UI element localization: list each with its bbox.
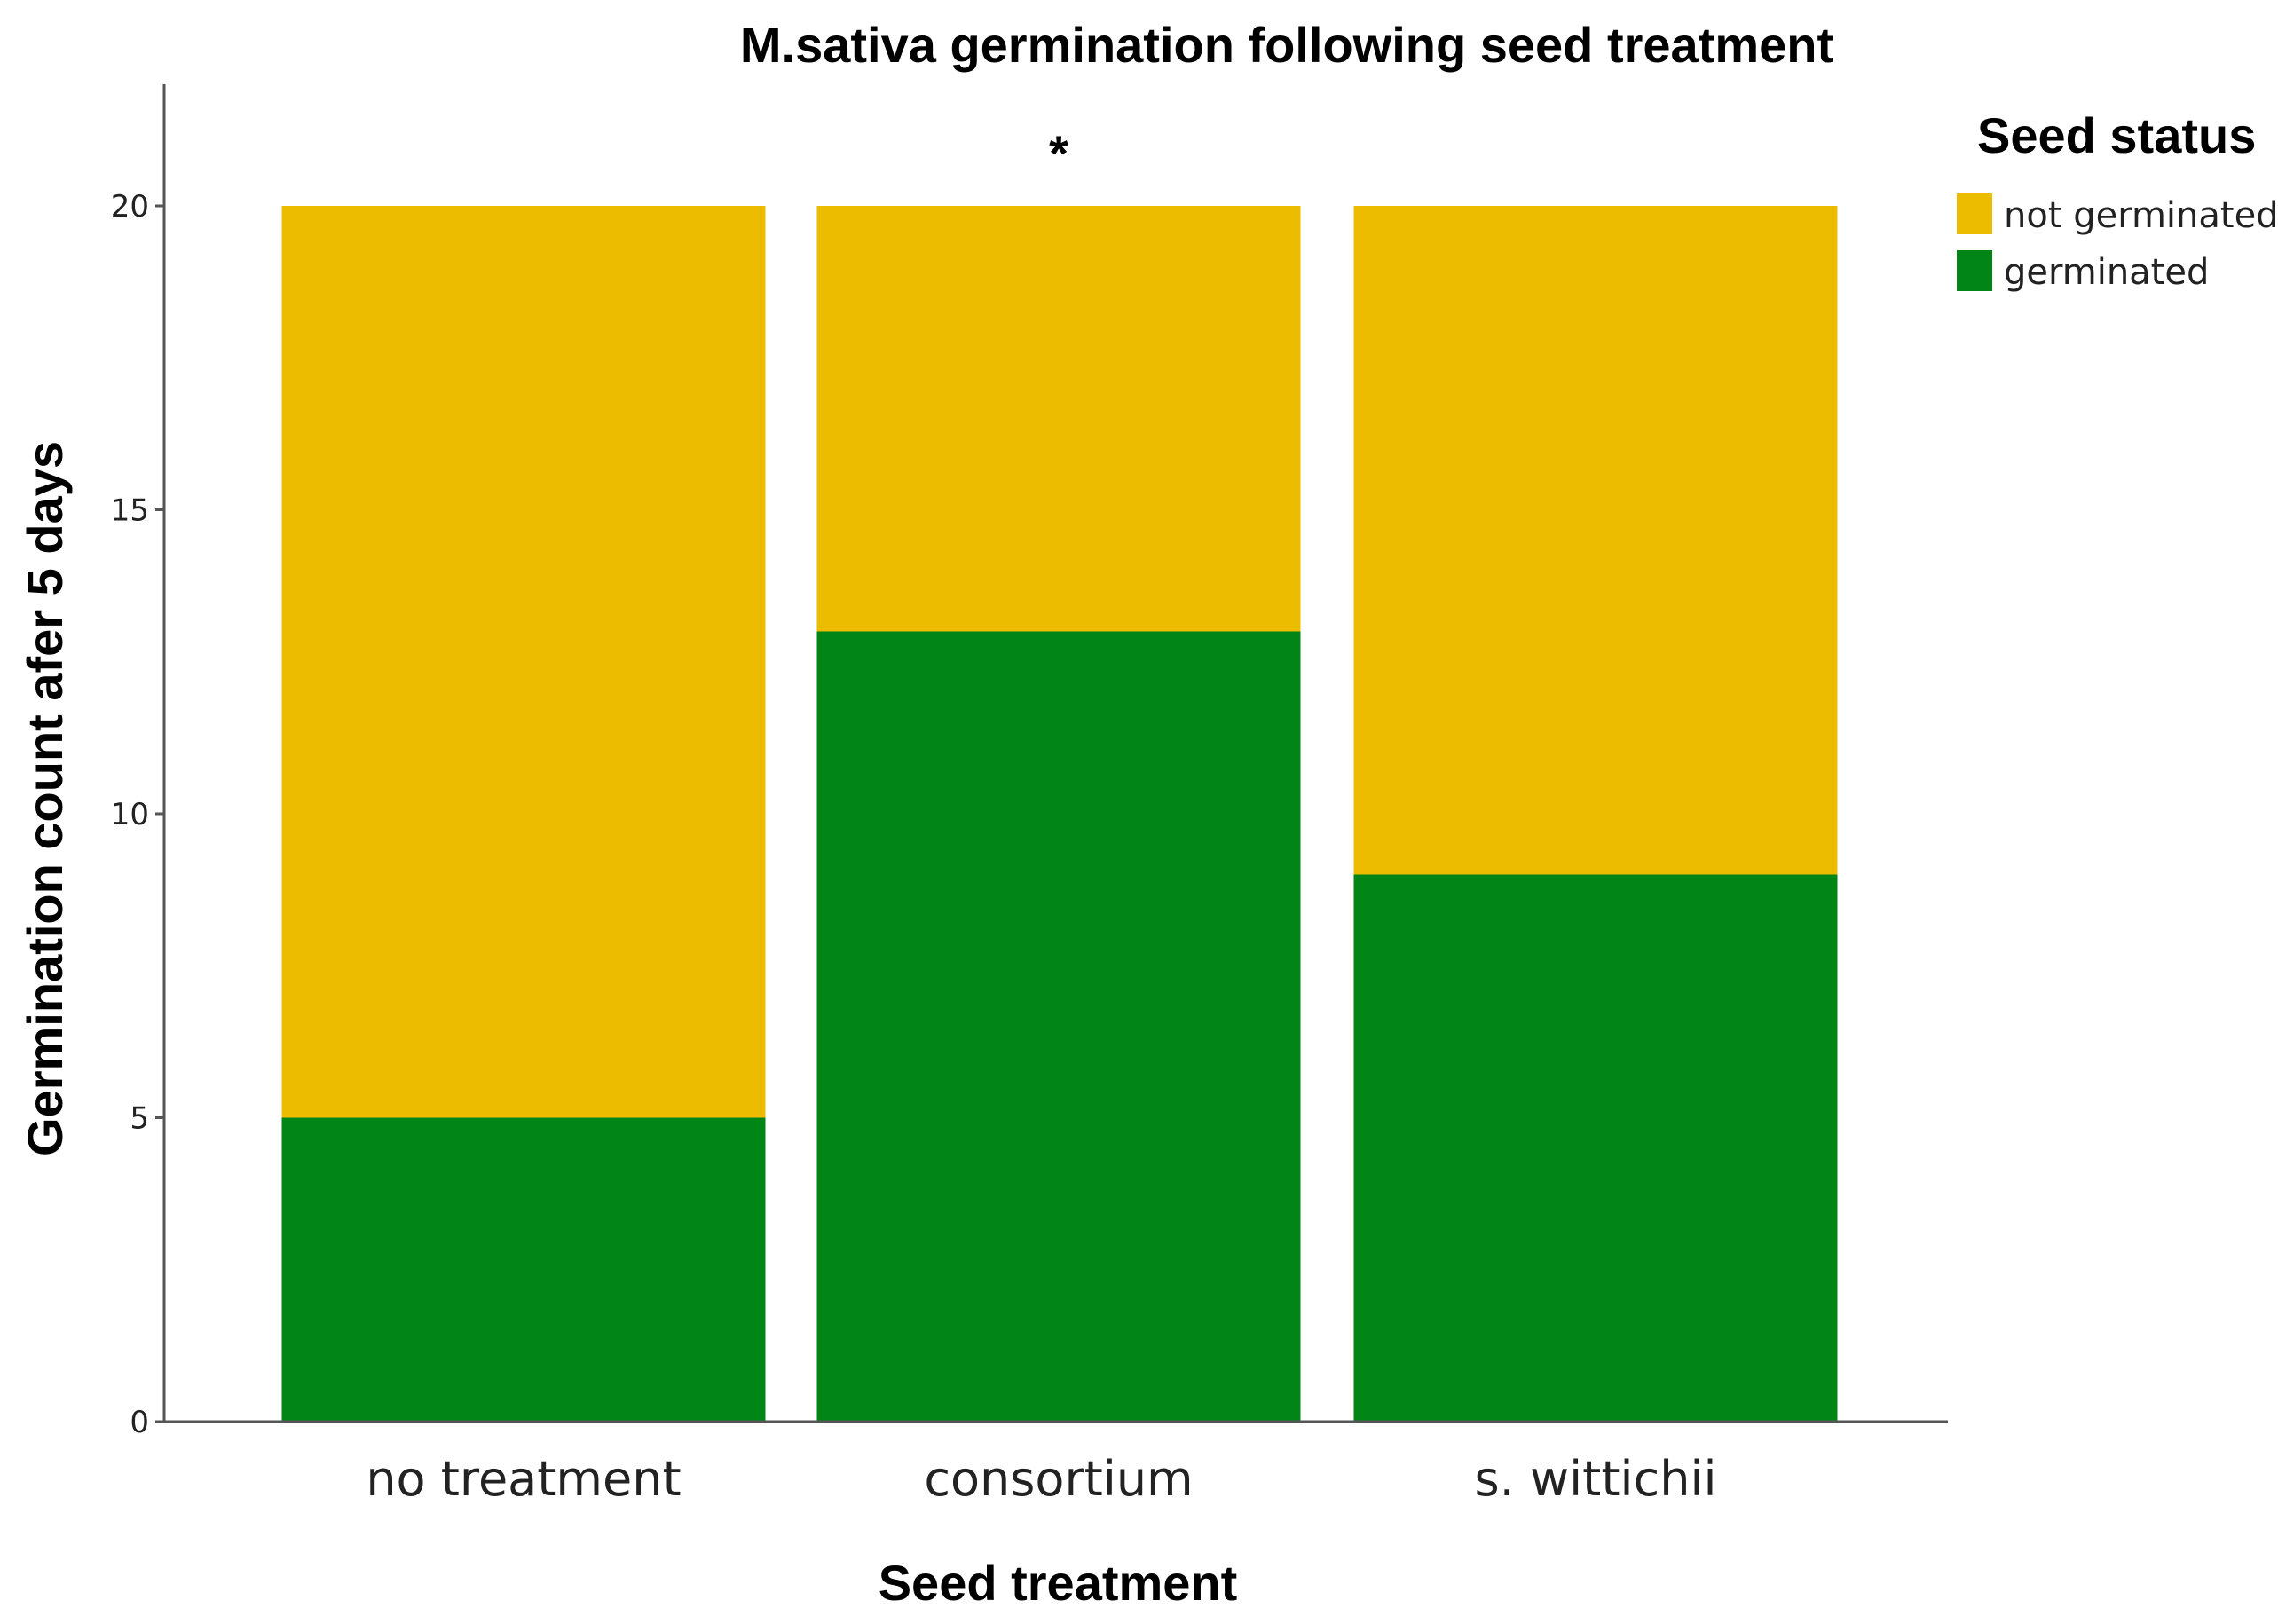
y-tick-label: 0 <box>130 1405 149 1440</box>
x-categories: no treatment consortium s. wittichii <box>366 1451 1716 1507</box>
legend-swatch-germinated <box>1957 250 1992 291</box>
significance-marker: * <box>1049 125 1068 181</box>
bar-not-germinated-2 <box>816 206 1301 632</box>
y-tick-label: 15 <box>111 493 149 529</box>
legend-swatch-not-germinated <box>1957 193 1992 234</box>
legend: Seed status not germinated germinated <box>1957 107 2278 293</box>
bar-germinated-2 <box>816 631 1301 1422</box>
annotations: * <box>1049 125 1068 181</box>
x-category-label: consortium <box>924 1451 1193 1507</box>
y-axis-title: Germination count afer 5 days <box>17 441 73 1156</box>
y-ticks: 0 5 10 15 20 <box>111 189 164 1440</box>
y-tick-label: 20 <box>111 189 149 225</box>
bar-not-germinated-3 <box>1353 206 1838 875</box>
legend-label: not germinated <box>2004 195 2278 236</box>
bars-group <box>281 206 1838 1422</box>
y-tick-label: 5 <box>130 1101 149 1137</box>
bar-not-germinated-1 <box>281 206 766 1118</box>
legend-title: Seed status <box>1977 107 2256 163</box>
chart-title: M.sativa germination following seed trea… <box>740 17 1833 73</box>
bar-germinated-1 <box>281 1117 766 1422</box>
bar-germinated-3 <box>1353 874 1838 1422</box>
x-category-label: s. wittichii <box>1475 1451 1717 1507</box>
legend-label: germinated <box>2004 252 2209 293</box>
x-category-label: no treatment <box>366 1451 681 1507</box>
x-axis-title: Seed treatment <box>879 1555 1238 1611</box>
y-tick-label: 10 <box>111 797 149 832</box>
